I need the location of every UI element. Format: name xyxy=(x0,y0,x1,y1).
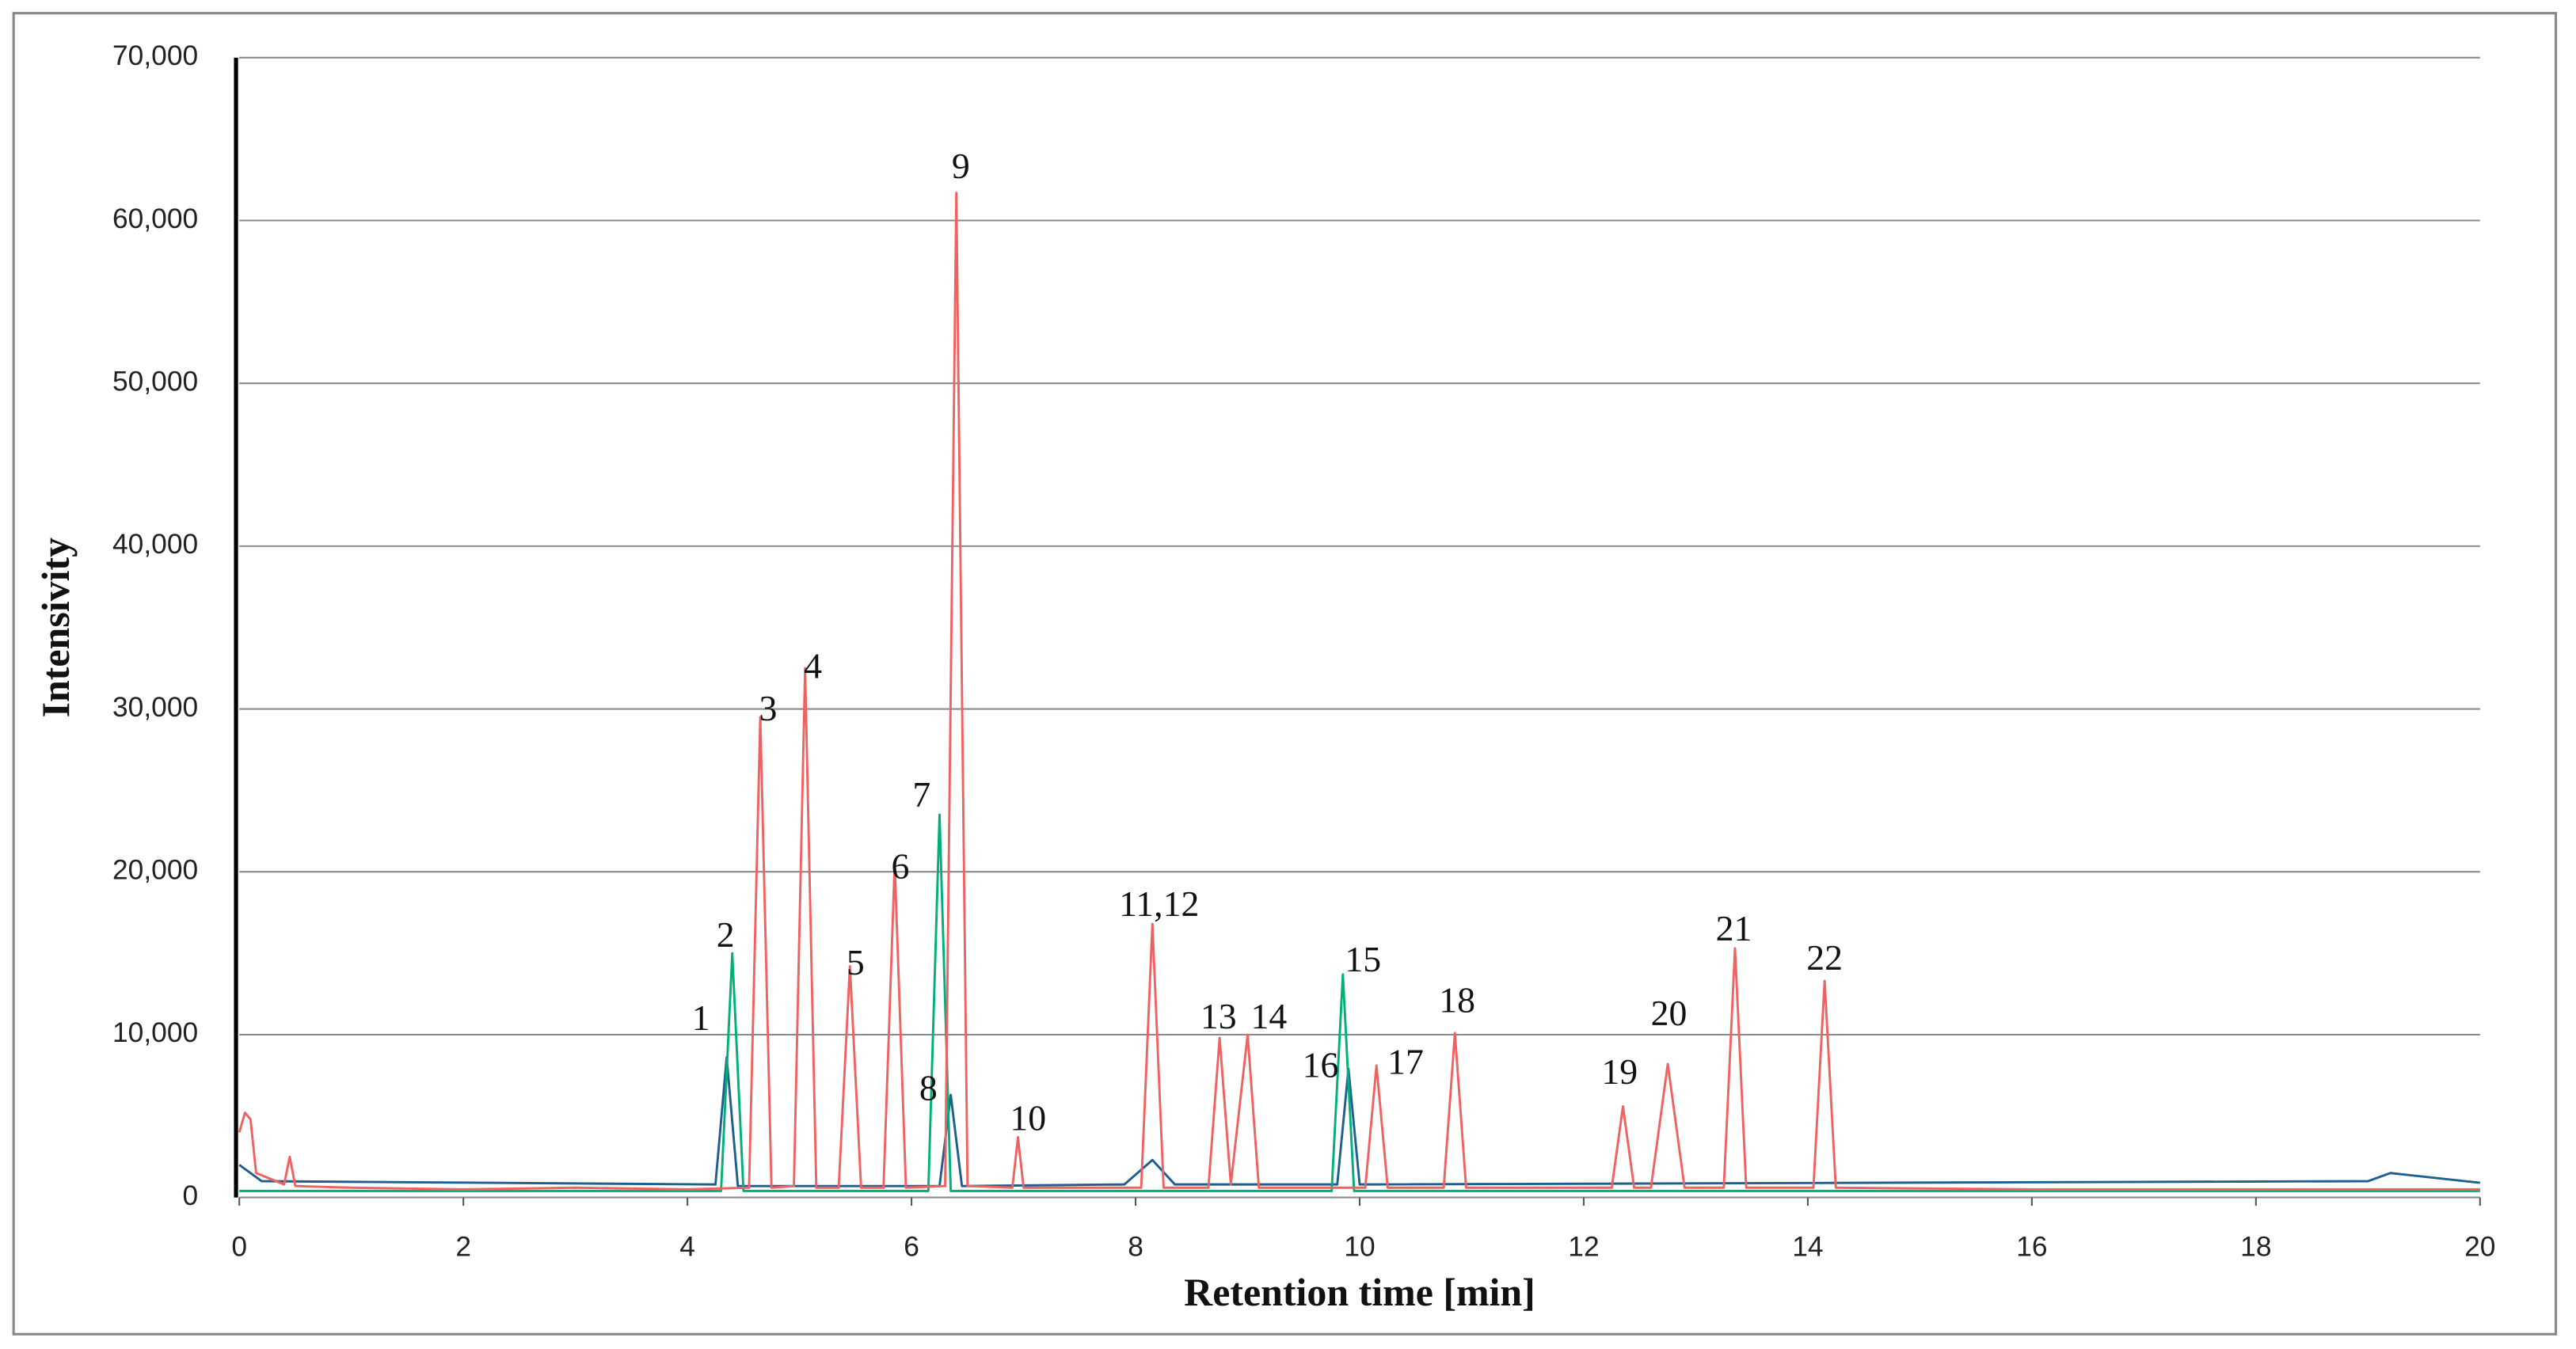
x-tick-label: 2 xyxy=(455,1231,471,1262)
peak-label: 10 xyxy=(1010,1097,1046,1138)
y-tick-label: 50,000 xyxy=(112,367,198,397)
series-line xyxy=(239,813,2480,1192)
y-tick-label: 10,000 xyxy=(112,1017,198,1048)
peak-label: 7 xyxy=(912,774,930,815)
y-tick-label: 30,000 xyxy=(112,692,198,723)
peak-label: 18 xyxy=(1439,979,1475,1020)
x-tick-label: 16 xyxy=(2016,1231,2047,1262)
peak-label: 2 xyxy=(717,914,735,955)
series-line xyxy=(238,192,2480,1191)
x-tick-label: 20 xyxy=(2464,1231,2495,1262)
peak-label: 9 xyxy=(952,146,970,186)
y-tick-label: 40,000 xyxy=(112,529,198,560)
peak-label: 17 xyxy=(1387,1041,1424,1081)
x-tick-label: 18 xyxy=(2240,1231,2271,1262)
y-tick-label: 70,000 xyxy=(112,40,198,71)
y-tick-label: 0 xyxy=(183,1180,199,1211)
peak-label: 8 xyxy=(919,1067,938,1108)
x-tick-label: 6 xyxy=(904,1231,919,1262)
peak-label: 15 xyxy=(1345,939,1381,979)
peak-label: 6 xyxy=(891,846,909,887)
peak-label: 22 xyxy=(1806,937,1843,978)
x-axis-label: Retention time [min] xyxy=(1184,1271,1535,1314)
x-tick-label: 14 xyxy=(1792,1231,1823,1262)
y-axis-label: Intensivity xyxy=(34,538,78,717)
chart-border xyxy=(12,12,2558,1336)
peak-label: 4 xyxy=(804,646,822,686)
peak-label: 11,12 xyxy=(1119,884,1199,924)
x-tick-label: 8 xyxy=(1128,1231,1143,1262)
peak-label: 21 xyxy=(1716,908,1752,948)
peak-label: 16 xyxy=(1303,1045,1339,1085)
series-line xyxy=(238,1056,2480,1188)
peak-label: 1 xyxy=(692,998,710,1038)
y-tick-label: 20,000 xyxy=(112,855,198,886)
peak-label: 5 xyxy=(847,942,865,982)
peak-label: 13 xyxy=(1200,996,1237,1036)
x-tick-label: 10 xyxy=(1344,1231,1375,1262)
x-tick-label: 12 xyxy=(1568,1231,1599,1262)
peak-label: 19 xyxy=(1601,1051,1638,1092)
x-tick-label: 4 xyxy=(679,1231,695,1262)
x-tick-label: 0 xyxy=(231,1231,247,1262)
peak-label: 14 xyxy=(1251,996,1288,1036)
peak-label: 3 xyxy=(759,688,778,728)
y-tick-label: 60,000 xyxy=(112,203,198,234)
peak-label: 20 xyxy=(1651,993,1688,1033)
